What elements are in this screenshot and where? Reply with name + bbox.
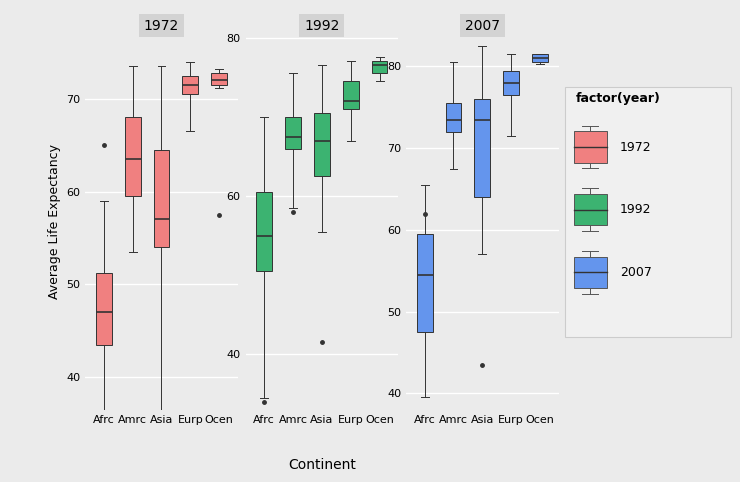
PathPatch shape <box>371 61 388 73</box>
PathPatch shape <box>343 81 359 109</box>
Text: Continent: Continent <box>288 458 356 472</box>
Title: 2007: 2007 <box>465 19 500 33</box>
PathPatch shape <box>417 234 433 332</box>
PathPatch shape <box>285 117 301 148</box>
PathPatch shape <box>154 150 169 247</box>
PathPatch shape <box>256 192 272 271</box>
Text: 1992: 1992 <box>620 203 652 216</box>
Text: 1972: 1972 <box>620 141 652 153</box>
Title: 1992: 1992 <box>304 19 340 33</box>
Text: 2007: 2007 <box>620 266 652 279</box>
PathPatch shape <box>503 70 519 95</box>
PathPatch shape <box>96 273 112 345</box>
PathPatch shape <box>474 99 490 197</box>
PathPatch shape <box>125 117 141 196</box>
PathPatch shape <box>445 103 462 132</box>
Text: factor(year): factor(year) <box>576 93 661 105</box>
PathPatch shape <box>182 76 198 94</box>
Y-axis label: Average Life Expectancy: Average Life Expectancy <box>47 144 61 299</box>
PathPatch shape <box>532 54 548 62</box>
PathPatch shape <box>314 113 330 176</box>
Title: 1972: 1972 <box>144 19 179 33</box>
PathPatch shape <box>211 73 227 85</box>
